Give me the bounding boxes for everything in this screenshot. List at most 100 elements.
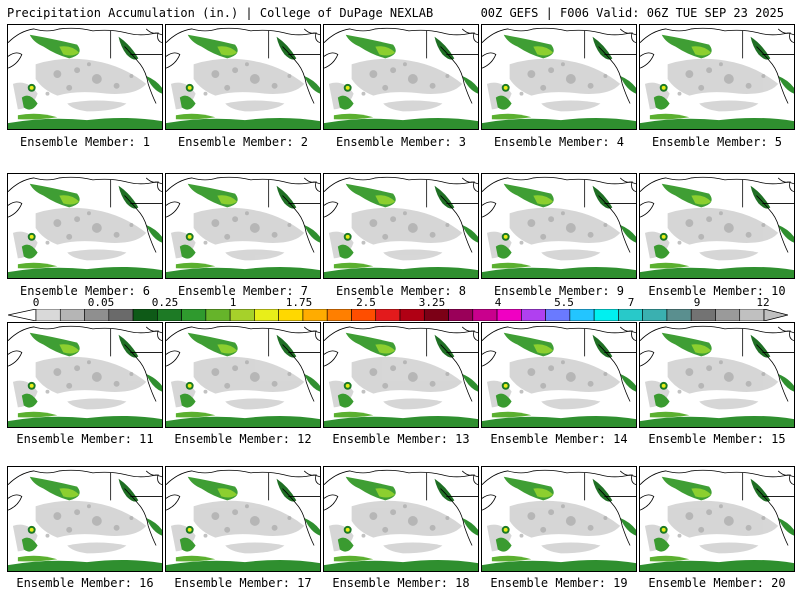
coastline-borders [324, 469, 478, 546]
moderate-precip-areas [324, 332, 478, 427]
coastline-borders [8, 469, 162, 546]
member-map-panel [165, 322, 321, 428]
member-caption: Ensemble Member: 3 [335, 135, 467, 149]
light-precip-speckle [361, 62, 450, 96]
member-map-panel [639, 466, 795, 572]
light-precip-speckle [677, 360, 766, 394]
member-caption: Ensemble Member: 11 [16, 432, 154, 446]
model-run-valid-time: 00Z GEFS | F006 Valid: 06Z TUE SEP 23 20… [480, 6, 784, 20]
member-map-panel [7, 173, 163, 279]
light-precip-speckle [203, 211, 292, 245]
member-map-panel [323, 466, 479, 572]
colorbar-segment [399, 309, 425, 321]
member-map-panel [323, 24, 479, 130]
light-precip-speckle [361, 504, 450, 538]
member-map-panel [323, 322, 479, 428]
coastline-borders [166, 176, 320, 253]
colorbar-segment [472, 309, 498, 321]
member-caption: Ensemble Member: 1 [19, 135, 151, 149]
legend-tick-label: 0.25 [151, 296, 179, 309]
moderate-precip-areas [324, 34, 478, 129]
coastline-borders [324, 27, 478, 104]
coastline-borders [640, 176, 794, 253]
moderate-precip-areas [640, 476, 794, 571]
legend-tick-label: 4 [494, 296, 502, 309]
member-map-panel [481, 466, 637, 572]
member-caption: Ensemble Member: 2 [177, 135, 309, 149]
light-precip-speckle [45, 360, 134, 394]
colorbar-segment [181, 309, 207, 321]
colorbar-segment [302, 309, 328, 321]
moderate-precip-areas [166, 183, 320, 278]
member-map-panel [481, 24, 637, 130]
coastline-borders [640, 469, 794, 546]
member-map-panel [7, 322, 163, 428]
coastline-borders [8, 176, 162, 253]
legend-tick-label: 1.75 [285, 296, 313, 309]
colorbar-segment [59, 309, 85, 321]
member-caption: Ensemble Member: 13 [332, 432, 470, 446]
colorbar-segment [545, 309, 571, 321]
colorbar-segment [351, 309, 377, 321]
coastline-borders [482, 469, 636, 546]
light-precip-speckle [203, 360, 292, 394]
coastline-borders [8, 325, 162, 402]
light-precip-speckle [361, 360, 450, 394]
coastline-borders [166, 325, 320, 402]
member-caption: Ensemble Member: 20 [648, 576, 786, 590]
colorbar-segment [642, 309, 668, 321]
colorbar-segment [35, 309, 61, 321]
legend-tick-label: 0.05 [87, 296, 115, 309]
colorbar-segment [157, 309, 182, 321]
light-precip-speckle [203, 504, 292, 538]
moderate-precip-areas [8, 34, 162, 129]
member-caption: Ensemble Member: 14 [490, 432, 628, 446]
member-map-panel [639, 24, 795, 130]
member-map-panel [7, 24, 163, 130]
member-map-panel [165, 466, 321, 572]
legend-tick-label: 9 [693, 296, 701, 309]
colorbar-segment [496, 309, 522, 321]
member-map-panel [639, 173, 795, 279]
light-precip-speckle [519, 211, 608, 245]
colorbar-segment [521, 309, 546, 321]
colorbar-segment [108, 309, 134, 321]
member-caption: Ensemble Member: 8 [335, 284, 467, 298]
member-map-panel [165, 24, 321, 130]
colorbar-segment [375, 309, 401, 321]
light-precip-speckle [677, 504, 766, 538]
member-caption: Ensemble Member: 19 [490, 576, 628, 590]
coastline-borders [482, 325, 636, 402]
moderate-precip-areas [640, 332, 794, 427]
legend-tick-label: 1 [229, 296, 237, 309]
light-precip-speckle [519, 504, 608, 538]
map-title: Precipitation Accumulation (in.) | Colle… [7, 6, 434, 20]
light-precip-speckle [519, 62, 608, 96]
member-map-panel [481, 322, 637, 428]
colorbar-segment [229, 309, 255, 321]
colorbar-segment [618, 309, 643, 321]
coastline-borders [324, 176, 478, 253]
coastline-borders [640, 27, 794, 104]
member-caption: Ensemble Member: 12 [174, 432, 312, 446]
colorbar-segment [739, 309, 765, 321]
moderate-precip-areas [324, 476, 478, 571]
coastline-borders [166, 469, 320, 546]
colorbar-segment [132, 309, 158, 321]
light-precip-speckle [519, 360, 608, 394]
coastline-borders [324, 325, 478, 402]
colorbar-segment [593, 309, 619, 321]
colorbar-segment [84, 309, 110, 321]
precip-colorbar [8, 309, 788, 321]
member-map-panel [639, 322, 795, 428]
legend-tick-label: 2.5 [356, 296, 376, 309]
member-map-panel [165, 173, 321, 279]
colorbar-segment [666, 309, 692, 321]
member-caption: Ensemble Member: 7 [177, 284, 309, 298]
moderate-precip-areas [166, 476, 320, 571]
moderate-precip-areas [482, 34, 636, 129]
colorbar-segment [205, 309, 231, 321]
legend-tick-label: 12 [756, 296, 770, 309]
colorbar-max-arrow [763, 309, 788, 321]
legend-tick-label: 5.5 [554, 296, 574, 309]
